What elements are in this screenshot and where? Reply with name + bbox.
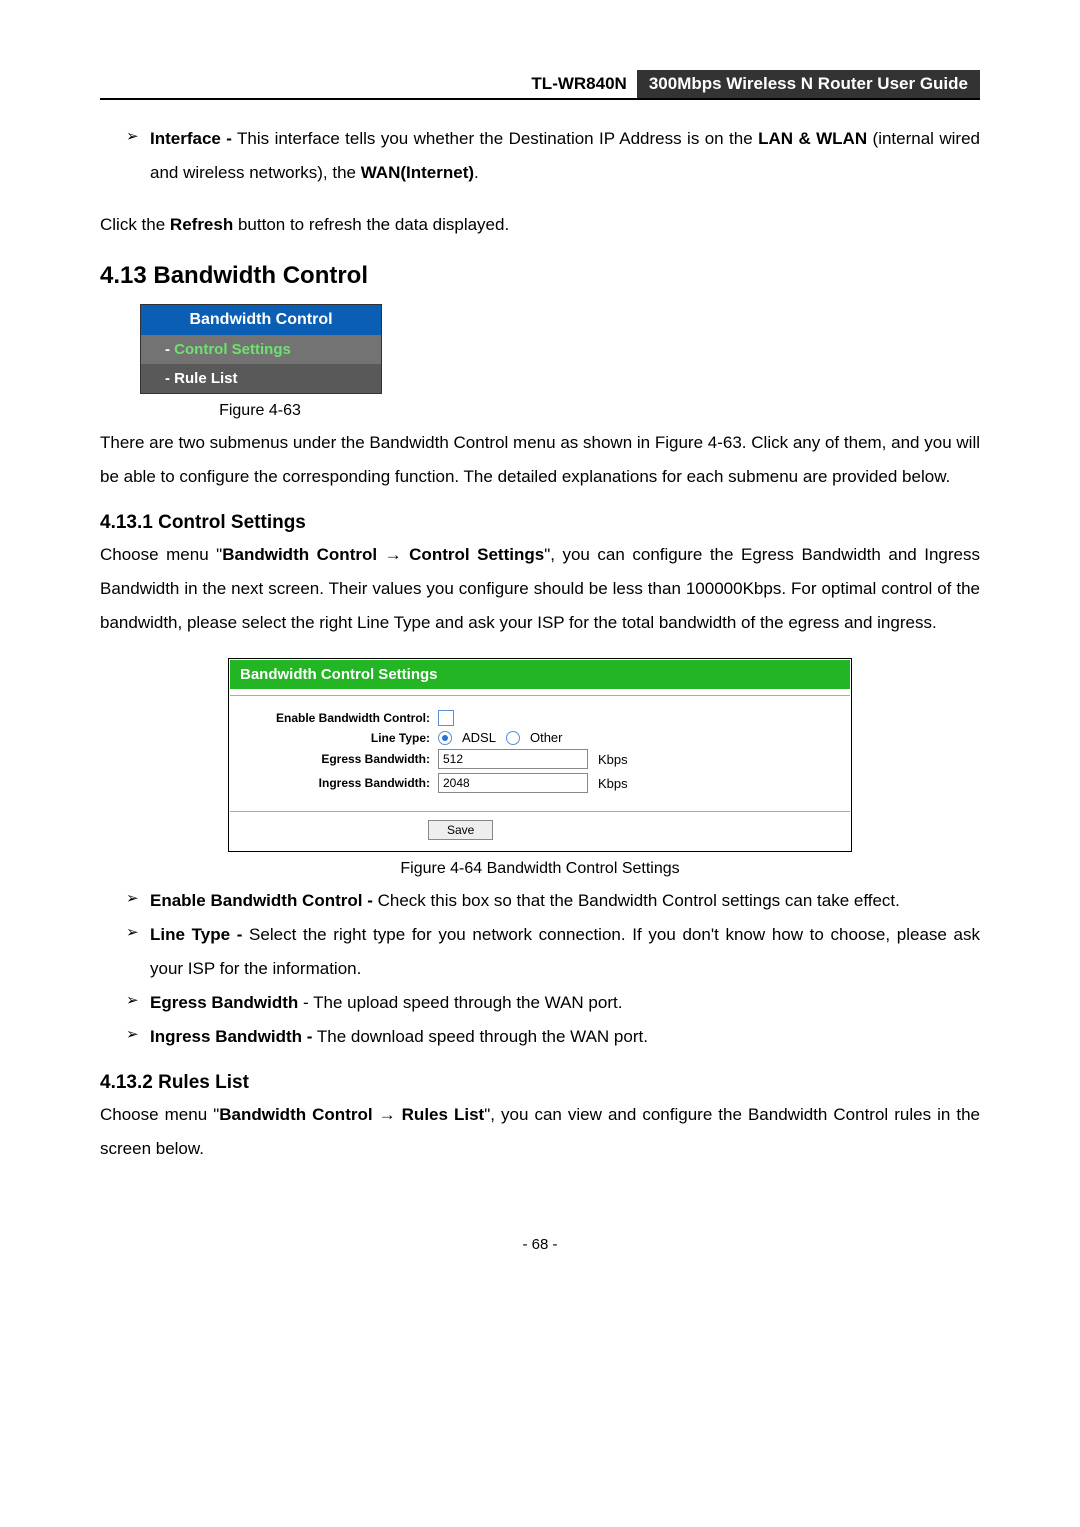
egress-unit: Kbps — [598, 752, 628, 767]
nav-menu: Bandwidth Control Control Settings Rule … — [140, 304, 382, 394]
doc-header-model: TL-WR840N — [100, 70, 637, 98]
section-heading-bandwidth-control: 4.13 Bandwidth Control — [100, 262, 980, 290]
bullet-line-type: ➢ Line Type - Select the right type for … — [126, 918, 980, 986]
menu-description: There are two submenus under the Bandwid… — [100, 426, 980, 494]
interface-bullet: ➢ Interface - This interface tells you w… — [126, 122, 980, 190]
subheading-rules-list: 4.13.2 Rules List — [100, 1072, 980, 1094]
term-lan-wlan: LAN & WLAN — [758, 129, 867, 148]
bullet-arrow-icon: ➢ — [126, 1020, 150, 1050]
bullet-arrow-icon: ➢ — [126, 986, 150, 1016]
radio-other[interactable] — [506, 731, 520, 745]
bullet-enable: ➢ Enable Bandwidth Control - Check this … — [126, 884, 980, 918]
egress-input[interactable]: 512 — [438, 749, 588, 769]
save-button[interactable]: Save — [428, 820, 493, 840]
page: TL-WR840N 300Mbps Wireless N Router User… — [0, 0, 1080, 1293]
term-refresh: Refresh — [170, 215, 233, 234]
rules-list-para: Choose menu "Bandwidth Control → Rules L… — [100, 1098, 980, 1166]
refresh-line: Click the Refresh button to refresh the … — [100, 208, 980, 242]
panel-title: Bandwidth Control Settings — [230, 660, 850, 695]
bullet-arrow-icon: ➢ — [126, 918, 150, 948]
enable-checkbox[interactable] — [438, 710, 454, 726]
nav-menu-control-settings[interactable]: Control Settings — [141, 335, 381, 364]
ingress-unit: Kbps — [598, 776, 628, 791]
bullet-arrow-icon: ➢ — [126, 884, 150, 914]
bullet-ingress: ➢ Ingress Bandwidth - The download speed… — [126, 1020, 980, 1054]
page-number: - 68 - — [100, 1236, 980, 1253]
label-line-type: Line Type: — [240, 731, 438, 745]
settings-bullets: ➢ Enable Bandwidth Control - Check this … — [126, 884, 980, 1054]
subheading-control-settings: 4.13.1 Control Settings — [100, 512, 980, 534]
control-settings-para: Choose menu "Bandwidth Control → Control… — [100, 538, 980, 640]
bullet-arrow-icon: ➢ — [126, 122, 150, 152]
doc-header: TL-WR840N 300Mbps Wireless N Router User… — [100, 70, 980, 100]
bullet-egress: ➢ Egress Bandwidth - The upload speed th… — [126, 986, 980, 1020]
term-wan: WAN(Internet) — [361, 163, 474, 182]
radio-adsl-label: ADSL — [462, 730, 496, 745]
nav-menu-rule-list[interactable]: Rule List — [141, 364, 381, 393]
panel-body: Enable Bandwidth Control: Line Type: ADS… — [230, 695, 850, 812]
figure-caption-4-63: Figure 4-63 — [100, 402, 420, 420]
radio-other-label: Other — [530, 730, 563, 745]
figure-caption-4-64: Figure 4-64 Bandwidth Control Settings — [100, 860, 980, 878]
ingress-input[interactable]: 2048 — [438, 773, 588, 793]
label-enable: Enable Bandwidth Control: — [240, 711, 438, 725]
radio-adsl[interactable] — [438, 731, 452, 745]
bandwidth-control-settings-panel: Bandwidth Control Settings Enable Bandwi… — [228, 658, 852, 852]
label-ingress: Ingress Bandwidth: — [240, 776, 438, 790]
term-interface: Interface - — [150, 129, 232, 148]
doc-header-title: 300Mbps Wireless N Router User Guide — [637, 70, 980, 98]
label-egress: Egress Bandwidth: — [240, 752, 438, 766]
interface-bullet-text: Interface - This interface tells you whe… — [150, 122, 980, 190]
nav-menu-title: Bandwidth Control — [141, 305, 381, 335]
